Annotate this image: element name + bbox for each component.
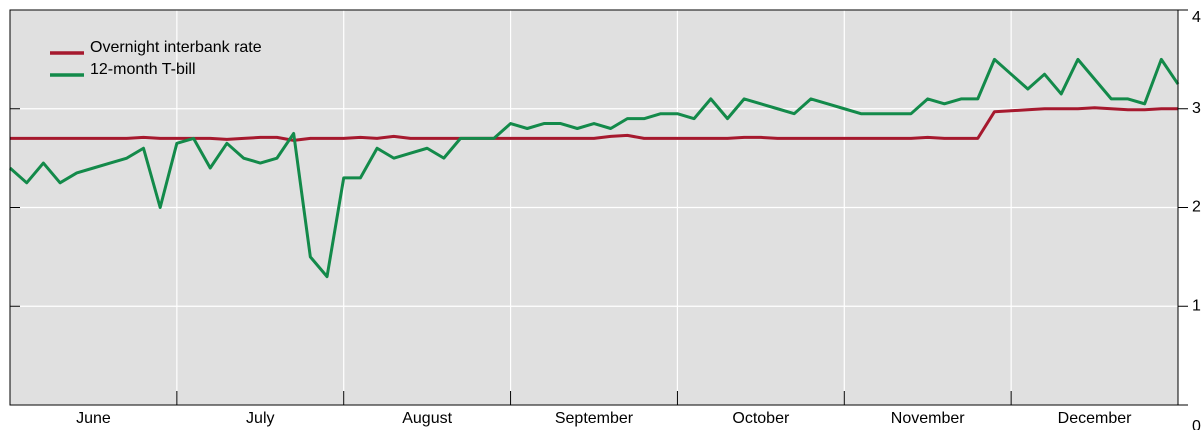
legend-label: 12-month T-bill	[90, 61, 196, 78]
y-tick-label: 2	[1192, 199, 1201, 216]
y-tick-label: 1	[1192, 297, 1201, 314]
x-tick-label: July	[246, 410, 274, 427]
series-line	[9, 57, 1180, 279]
x-tick-label: September	[555, 410, 634, 427]
y-tick-label: 0	[1192, 418, 1201, 430]
x-tick-label: November	[891, 410, 965, 427]
axes: 0 1 2 3 4 June July August September October Novem…	[10, 9, 1201, 430]
x-tick-label: August	[402, 410, 452, 427]
y-tick-label: 4	[1192, 9, 1201, 26]
legend-label: Overnight interbank rate	[90, 39, 262, 56]
x-tick-label: October	[732, 410, 790, 427]
y-tick-label: 3	[1192, 100, 1201, 117]
lines	[9, 57, 1180, 279]
x-tick-label: June	[76, 410, 111, 427]
series-line	[10, 106, 1178, 142]
legend: Overnight interbank rate 12-month T-bill	[50, 39, 262, 78]
grid	[10, 9, 1178, 406]
x-tick-label: December	[1058, 410, 1132, 427]
